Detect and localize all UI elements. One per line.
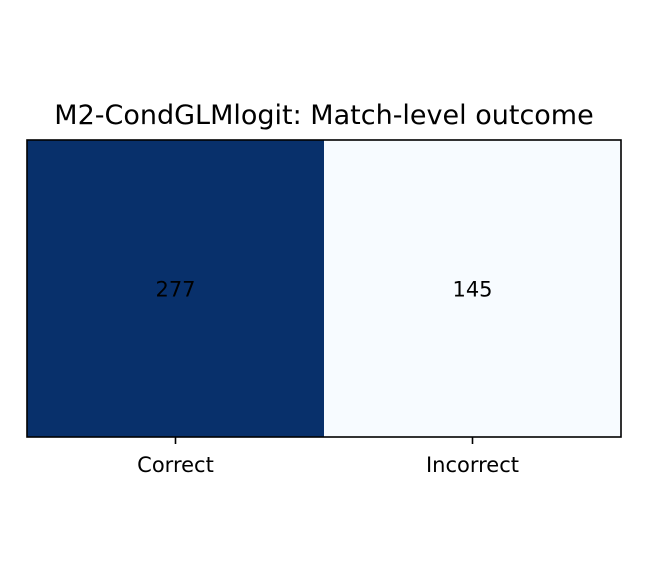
cell-value-label-incorrect: 145 [452,278,492,302]
heatmap-cell-incorrect [324,140,621,437]
heatmap-cell-correct [27,140,324,437]
cell-value-label-correct: 277 [155,278,195,302]
x-tick-label-correct: Correct [137,453,214,477]
x-tick-label-incorrect: Incorrect [426,453,519,477]
heatmap-cells: 277 145 [27,140,621,437]
x-axis: Correct Incorrect [137,437,519,477]
plot-frame [26,139,622,438]
chart-title: M2-CondGLMlogit: Match-level outcome [54,100,593,131]
